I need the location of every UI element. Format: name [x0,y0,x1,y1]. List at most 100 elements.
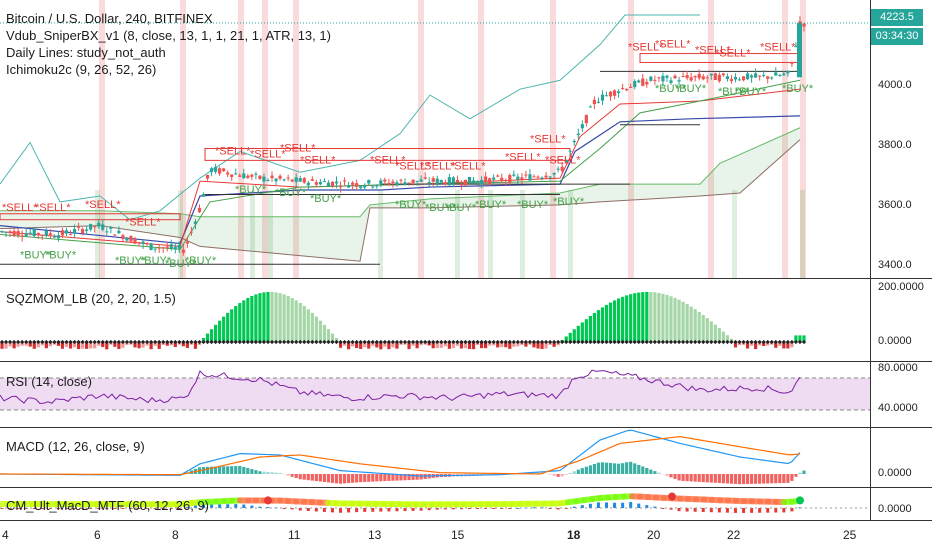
candle-body [61,230,64,235]
candle-body [206,175,209,179]
candle-body [145,243,148,244]
pane-legend-cm-macd[interactable]: CM_Ult_MacD_MTF (60, 12, 26, 9) [6,497,209,514]
pane-legend-sqzmom[interactable]: SQZMOM_LB (20, 2, 20, 1.5) [6,290,176,307]
indicator-legend-ichimoku[interactable]: Ichimoku2c (9, 26, 52, 26) [6,61,331,78]
sqz-bar [214,325,217,342]
candle-body [424,177,427,178]
candle-body [762,75,765,76]
candle-body [85,229,88,230]
candle-body [754,73,757,77]
candle-body [89,224,92,230]
candle-body [174,247,177,249]
macd-hist-bar [319,474,322,482]
macd-hist-bar [351,474,354,483]
macd-hist-bar [371,474,374,482]
candle-body [33,229,36,236]
sqz-bar [250,296,253,342]
sqz-bar [266,292,269,342]
candle-body [657,77,660,78]
candle-body [718,75,721,81]
candle-body [37,233,40,235]
macd-hist-bar [234,466,237,474]
macd-hist-bar [593,464,596,474]
sqz-bar [698,312,701,342]
pane-separator[interactable] [0,361,932,362]
candle-body [681,76,684,77]
sqz-bar [593,313,596,342]
sqz-bar [637,293,640,342]
macd-hist-bar [770,474,773,483]
sqz-bar [291,298,294,342]
candle-body [182,250,185,253]
candle-body [641,78,644,85]
macd-hist-bar [315,474,318,481]
macd-hist-bar [730,474,733,484]
sell-label: *SELL* [35,202,71,214]
pane-separator[interactable] [0,427,932,428]
macd-hist-bar [762,474,765,484]
sell-label: *SELL* [545,154,581,166]
candle-body [158,248,161,249]
macd-hist-bar [645,468,648,474]
candle-body [117,231,120,233]
sell-label: *SELL* [85,199,121,211]
x-tick-label: 4 [2,528,9,542]
cm-cross-dot [668,493,676,501]
candle-body [548,177,551,178]
macd-hist-bar [577,470,580,474]
candle-body [234,173,237,174]
candle-body [154,248,157,249]
macd-hist-bar [621,463,624,474]
pane-separator[interactable] [0,487,932,488]
sqz-bar [605,305,608,342]
sqz-bar [677,300,680,342]
buy-label: *BUY* [675,83,707,95]
candle-body [339,186,342,187]
cm-hist-bar [218,504,221,508]
candle-body [573,141,576,142]
sqz-bar [706,318,709,342]
macd-hist-bar [581,468,584,474]
candle-body [327,183,330,187]
x-tick-label: 15 [451,528,464,542]
candle-body [287,178,290,179]
y-tick-label: 3800.0 [878,139,912,151]
macd-hist-bar [242,467,245,474]
y-tick-label: 40.0000 [878,402,918,414]
sell-signal-band [708,0,714,278]
candle-body [653,80,656,81]
candle-body [343,180,346,181]
sqz-bar [694,309,697,342]
candle-body [8,231,11,232]
candle-body [770,77,773,78]
candle-body [746,73,749,79]
cm-hist-bar [379,508,382,512]
macd-hist-bar [790,474,793,481]
pane-legend-rsi[interactable]: RSI (14, close) [6,373,92,390]
macd-hist-bar [702,474,705,482]
candle-body [274,179,277,182]
pane-separator[interactable] [0,278,932,279]
macd-hist-bar [649,470,652,474]
candle-body [254,174,257,175]
candle-body [291,180,294,182]
cm-hist-bar [686,508,689,512]
sqz-bar [262,292,265,342]
sell-label: *SELL* [760,42,796,54]
indicator-legend-daily-lines[interactable]: Daily Lines: study_not_auth [6,44,331,61]
sqz-bar [585,319,588,342]
sqz-bar [226,313,229,342]
macd-hist-bar [746,474,749,484]
candle-body [238,175,241,177]
cm-hist-bar [613,503,616,508]
sqz-bar [686,304,689,342]
sqz-bar [295,300,298,342]
pane-legend-macd[interactable]: MACD (12, 26, close, 9) [6,438,145,455]
macd-hist-bar [686,474,689,481]
buy-label: *BUY* [45,249,77,261]
symbol-title[interactable]: Bitcoin / U.S. Dollar, 240, BITFINEX [6,10,331,27]
candle-body [621,88,624,89]
time-axis[interactable] [0,520,932,551]
cm-hist-bar [234,504,237,508]
indicator-legend-sniper[interactable]: Vdub_SniperBX_v1 (8, close, 13, 1, 1, 21… [6,27,331,44]
